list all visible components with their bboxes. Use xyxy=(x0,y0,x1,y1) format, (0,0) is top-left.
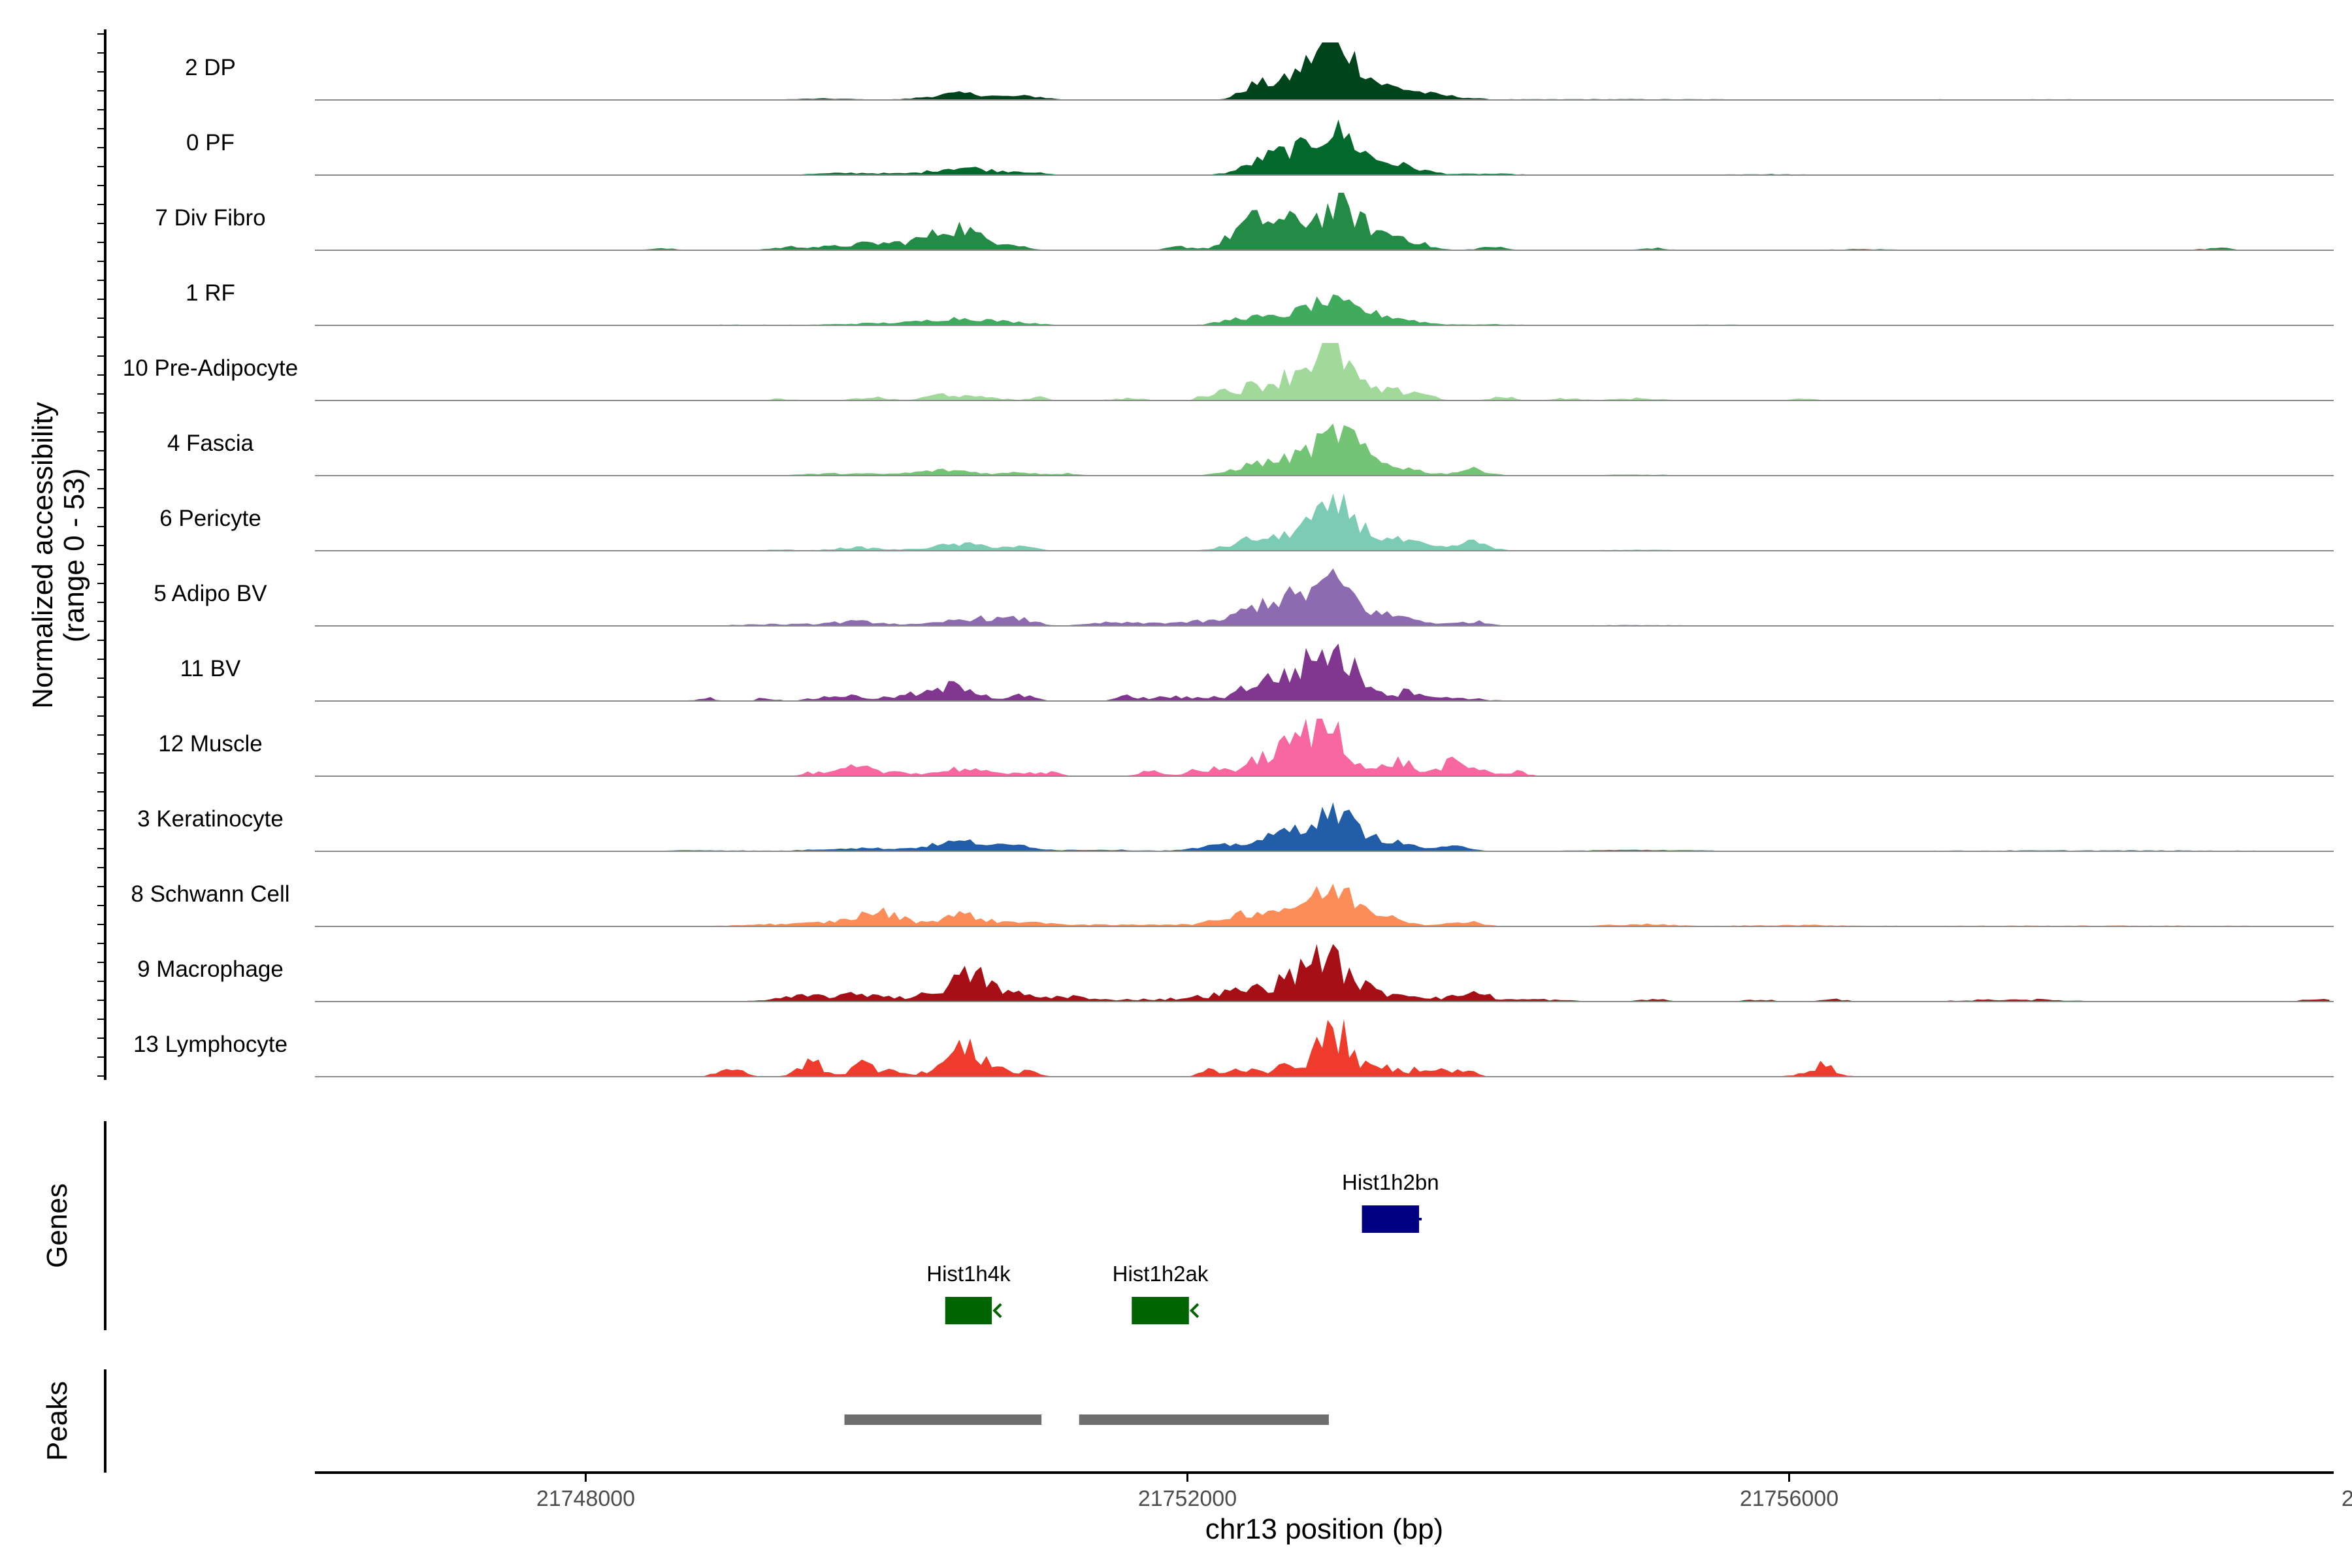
gene-body xyxy=(945,1297,992,1324)
y-axis-title-line-2: (range 0 - 53) xyxy=(58,468,90,643)
x-tick-label: 21756000 xyxy=(1740,1486,1838,1511)
genes-panel-title: Genes xyxy=(41,1183,73,1268)
coverage-area-13-lymphocyte xyxy=(315,1019,2330,1077)
x-axis-ticks: 21748000 21752000 21756000 21760000 xyxy=(536,1473,2352,1511)
track-1-rf: 1 RF xyxy=(186,280,2334,326)
track-label: 10 Pre-Adipocyte xyxy=(123,355,298,381)
coverage-y-axis-title: Normalized accessibility (range 0 - 53) xyxy=(27,402,90,708)
peak-region-2 xyxy=(1079,1414,1329,1425)
coverage-area-0-pf xyxy=(315,119,2330,175)
coverage-area-3-keratinocyte xyxy=(315,802,2330,851)
gene-label: Hist1h2ak xyxy=(1113,1262,1209,1286)
track-label: 9 Macrophage xyxy=(137,956,284,982)
y-axis-title-line-1: Normalized accessibility xyxy=(27,402,59,708)
track-0-pf: 0 PF xyxy=(186,119,2334,176)
coverage-area-5-adipo-bv xyxy=(315,568,2330,626)
track-5-adipo-bv: 5 Adipo BV xyxy=(154,568,2334,627)
peak-regions-panel xyxy=(844,1414,1329,1425)
peak-region-1 xyxy=(844,1414,1042,1425)
coverage-y-ticks xyxy=(97,33,105,1077)
gene-body xyxy=(1362,1205,1420,1233)
track-4-fascia: 4 Fascia xyxy=(167,423,2334,476)
x-tick-label: 21748000 xyxy=(536,1486,635,1511)
gene-annotation-panel: Hist1h2bn Hist1h4k Hist1h2ak xyxy=(926,1170,1439,1324)
gene-strand-arrow xyxy=(1189,1303,1200,1318)
track-label: 13 Lymphocyte xyxy=(133,1032,287,1057)
coverage-area-8-schwann-cell xyxy=(315,883,2330,926)
track-8-schwann-cell: 8 Schwann Cell xyxy=(131,881,2334,927)
gene-hist1h2bn: Hist1h2bn xyxy=(1342,1170,1439,1233)
track-13-lymphocyte: 13 Lymphocyte xyxy=(133,1019,2334,1077)
track-label: 6 Pericyte xyxy=(159,506,261,531)
track-10-pre-adipocyte: 10 Pre-Adipocyte xyxy=(123,343,2334,401)
coverage-area-4-fascia xyxy=(315,423,2330,476)
gene-label: Hist1h2bn xyxy=(1342,1170,1439,1194)
coverage-area-10-pre-adipocyte xyxy=(315,343,2330,400)
x-tick-label: 21760000 xyxy=(2342,1486,2352,1511)
gene-body xyxy=(1132,1297,1189,1324)
track-label: 2 DP xyxy=(185,55,236,80)
x-axis-title: chr13 position (bp) xyxy=(1205,1513,1443,1545)
track-7-div-fibro: 7 Div Fibro xyxy=(155,193,2334,251)
track-6-pericyte: 6 Pericyte xyxy=(159,493,2334,551)
track-label: 12 Muscle xyxy=(158,731,263,757)
coverage-area-1-rf xyxy=(315,294,2330,325)
gene-strand-arrow xyxy=(992,1303,1002,1318)
gene-hist1h4k: Hist1h4k xyxy=(926,1262,1011,1324)
track-label: 7 Div Fibro xyxy=(155,205,265,231)
track-label: 5 Adipo BV xyxy=(154,581,267,606)
gene-hist1h2ak: Hist1h2ak xyxy=(1113,1262,1209,1324)
x-tick-label: 21752000 xyxy=(1138,1486,1237,1511)
track-label: 0 PF xyxy=(186,130,235,155)
track-2-dp: 2 DP xyxy=(185,42,2334,101)
track-label: 4 Fascia xyxy=(167,431,254,456)
coverage-area-11-bv xyxy=(315,644,2330,701)
track-3-keratinocyte: 3 Keratinocyte xyxy=(137,802,2334,852)
coverage-tracks: 2 DP 0 PF 7 Div Fibro 1 RF 10 Pre-Adipocyte 4… xyxy=(123,42,2334,1077)
track-9-macrophage: 9 Macrophage xyxy=(137,944,2334,1002)
track-label: 3 Keratinocyte xyxy=(137,806,284,832)
coverage-area-6-pericyte xyxy=(315,493,2330,551)
track-12-muscle: 12 Muscle xyxy=(158,719,2334,777)
track-11-bv: 11 BV xyxy=(180,644,2334,702)
peaks-panel-title: Peaks xyxy=(41,1381,73,1461)
track-label: 8 Schwann Cell xyxy=(131,881,289,907)
track-label: 1 RF xyxy=(186,280,235,306)
track-label: 11 BV xyxy=(180,656,241,681)
coverage-area-12-muscle xyxy=(315,719,2330,776)
coverage-area-7-div-fibro xyxy=(315,193,2330,250)
coverage-area-9-macrophage xyxy=(315,944,2330,1002)
coverage-area-2-dp xyxy=(315,42,2330,100)
gene-label: Hist1h4k xyxy=(926,1262,1011,1286)
